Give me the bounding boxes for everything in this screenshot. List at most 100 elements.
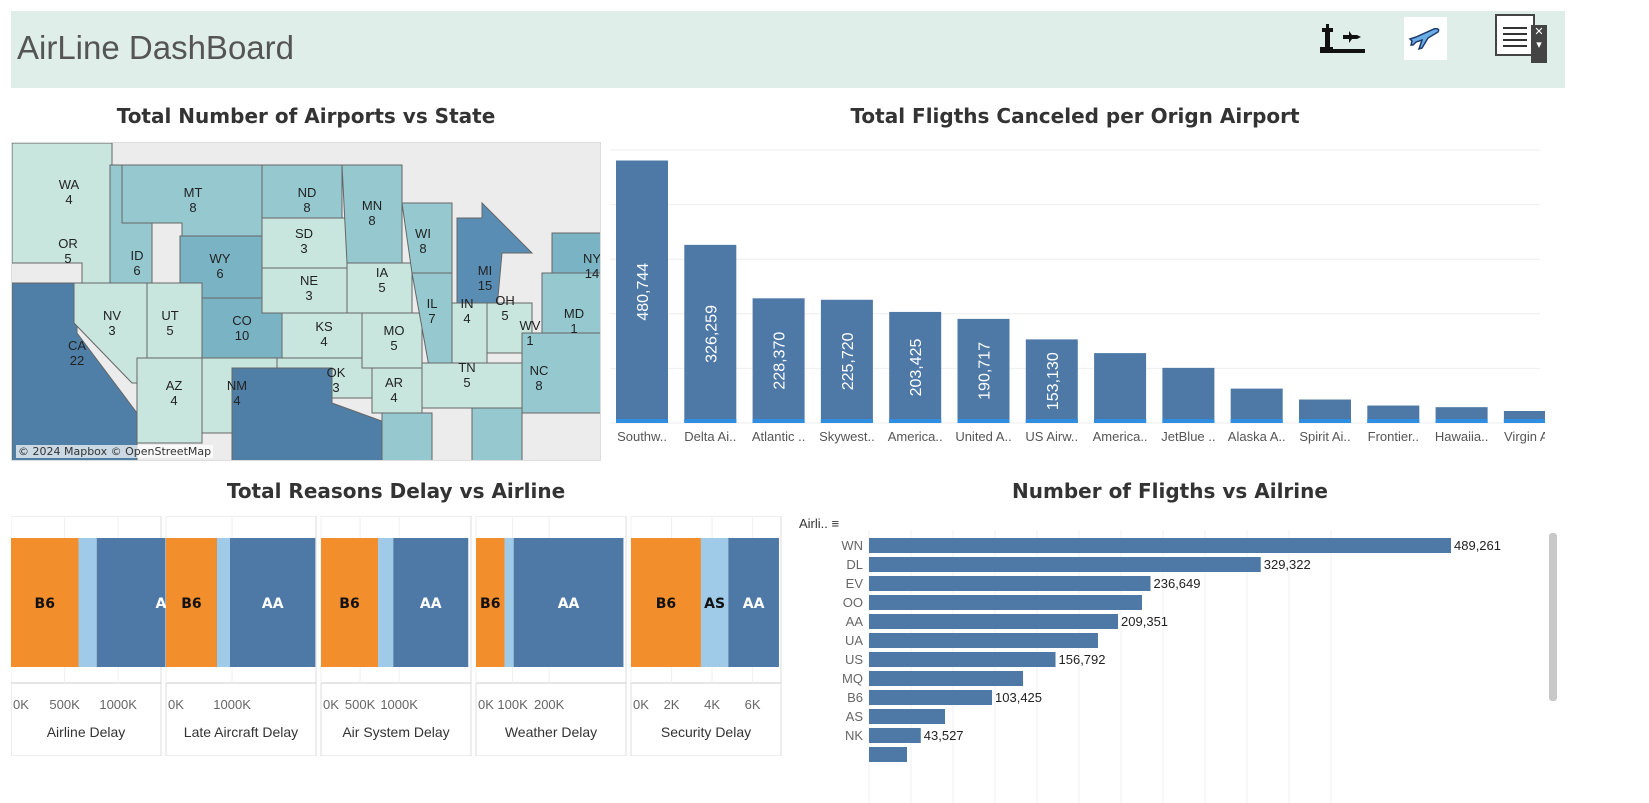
state-label-co[interactable]: CO 10 xyxy=(232,313,252,343)
state-value: 8 xyxy=(189,200,197,215)
state-label-mt[interactable]: MT 8 xyxy=(184,185,203,215)
bar-b6[interactable] xyxy=(869,690,993,705)
y-tick-label: DL xyxy=(846,557,863,572)
segment-b6[interactable] xyxy=(321,538,379,667)
segment-other[interactable] xyxy=(378,538,394,667)
bar-us[interactable] xyxy=(869,652,1056,667)
state-label-wi[interactable]: WI 8 xyxy=(415,226,431,256)
data-label: 236,649 xyxy=(1154,576,1201,591)
data-label: 209,351 xyxy=(1121,614,1168,629)
segment-other[interactable] xyxy=(504,538,514,667)
bar-3[interactable] xyxy=(820,299,873,423)
state-label-wy[interactable]: WY 6 xyxy=(210,251,231,281)
sort-icon[interactable]: ≡ xyxy=(831,516,840,531)
x-tick-label: Hawaiia.. xyxy=(1435,429,1488,444)
state-label-or[interactable]: OR 5 xyxy=(58,236,78,266)
airline-axis-header[interactable]: Airli.. ≡ xyxy=(799,516,839,531)
panel-xlabel: Airline Delay xyxy=(47,724,126,740)
x-tick-label: 2K xyxy=(664,697,680,712)
bar-2[interactable] xyxy=(752,298,805,423)
bar-nk[interactable] xyxy=(869,728,921,743)
state-label-md[interactable]: MD 1 xyxy=(564,306,584,336)
bar-8[interactable] xyxy=(1162,367,1215,423)
bar-1[interactable] xyxy=(684,244,737,423)
segment-b6[interactable] xyxy=(166,538,217,667)
segment-aa[interactable] xyxy=(393,538,469,667)
x-tick-label: 0K xyxy=(168,697,184,712)
state-label-ok[interactable]: OK 3 xyxy=(327,365,346,395)
state-label-mi[interactable]: MI 15 xyxy=(478,263,492,293)
state-value: 3 xyxy=(108,323,116,338)
state-value: 5 xyxy=(390,338,398,353)
state-label-ne[interactable]: NE 3 xyxy=(300,273,318,303)
airplane-icon[interactable] xyxy=(1404,17,1447,60)
state-label-wa[interactable]: WA 4 xyxy=(59,177,79,207)
state-label-nv[interactable]: NV 3 xyxy=(103,308,121,338)
segment-other[interactable] xyxy=(78,538,97,667)
airports-map[interactable]: WA 4 OR 5 CA 22 ID 6 NV 3 MT 8 WY 6 UT 5 AZ 4 CO 10 NM 4 ND 8 SD… xyxy=(11,142,601,461)
segment-aa[interactable] xyxy=(230,538,316,667)
segment-b6[interactable] xyxy=(11,538,79,667)
state-label-ks[interactable]: KS 4 xyxy=(315,319,332,349)
state-label-nc[interactable]: NC 8 xyxy=(530,363,549,393)
state-label-wv[interactable]: WV 1 xyxy=(520,318,541,348)
bar-wn[interactable] xyxy=(869,538,1451,553)
segment-label: AA xyxy=(558,596,580,612)
bar-4[interactable] xyxy=(889,311,942,423)
state-code: UT xyxy=(161,308,179,323)
segment-aa[interactable] xyxy=(513,538,624,667)
segment-label: B6 xyxy=(339,596,359,612)
state-label-tn[interactable]: TN 5 xyxy=(458,360,475,390)
bar-oo[interactable] xyxy=(869,595,1143,610)
segment-other[interactable] xyxy=(216,538,231,667)
state-label-in[interactable]: IN 4 xyxy=(461,296,474,326)
state-label-il[interactable]: IL 7 xyxy=(427,296,438,326)
bar-base-7 xyxy=(1094,419,1147,423)
state-label-sd[interactable]: SD 3 xyxy=(295,226,313,256)
segment-b6[interactable] xyxy=(631,538,701,667)
bar-0[interactable] xyxy=(616,160,668,423)
close-icon[interactable]: ✕ ▾ xyxy=(1531,25,1547,63)
dashboard-title: AirLine DashBoard xyxy=(17,29,294,66)
state-code: IA xyxy=(375,265,389,280)
flights-bar-chart: WN 489,261 DL 329,322 EV 236,649 OO AA 209,351 UA… xyxy=(841,530,1501,803)
state-label-ut[interactable]: UT 5 xyxy=(161,308,178,338)
state-label-id[interactable]: ID 6 xyxy=(131,248,144,278)
segment-b6[interactable] xyxy=(476,538,505,667)
state-label-ar[interactable]: AR 4 xyxy=(385,375,403,405)
state-label-ca[interactable]: CA 22 xyxy=(68,338,86,368)
bar-aa[interactable] xyxy=(869,614,1119,629)
state-label-oh[interactable]: OH 5 xyxy=(495,293,515,323)
state-label-nd[interactable]: ND 8 xyxy=(298,185,317,215)
bar-ev[interactable] xyxy=(869,576,1151,591)
data-label: 326,259 xyxy=(703,305,720,363)
bar-10[interactable] xyxy=(1299,399,1351,423)
state-label-ny[interactable]: NY 14 xyxy=(583,251,600,281)
state-value: 8 xyxy=(535,378,543,393)
bar-11[interactable] xyxy=(1367,405,1420,423)
segment-as[interactable] xyxy=(700,538,729,667)
state-label-az[interactable]: AZ 4 xyxy=(166,378,183,408)
bar-5[interactable] xyxy=(957,318,1010,423)
vertical-scrollbar[interactable] xyxy=(1549,533,1557,701)
bar-9[interactable] xyxy=(1230,388,1283,423)
bar-7[interactable] xyxy=(1094,353,1147,423)
bar-as[interactable] xyxy=(869,709,946,724)
x-tick-label: Southw.. xyxy=(617,429,667,444)
bar-6[interactable] xyxy=(1025,339,1078,423)
state-label-mn[interactable]: MN 8 xyxy=(362,198,382,228)
state-code: MT xyxy=(183,185,203,200)
menu-list-icon[interactable] xyxy=(1495,14,1535,56)
x-tick-label: 200K xyxy=(534,697,565,712)
bar-dl[interactable] xyxy=(869,557,1261,572)
state-label-mo[interactable]: MO 5 xyxy=(384,323,405,353)
segment-aa[interactable] xyxy=(728,538,779,667)
panel-xlabel: Air System Delay xyxy=(342,724,449,740)
bar-mq[interactable] xyxy=(869,671,1024,686)
state-label-nm[interactable]: NM 4 xyxy=(227,378,247,408)
state-label-ia[interactable]: IA 5 xyxy=(376,265,388,295)
state-code: ID xyxy=(130,248,144,263)
bar-ua[interactable] xyxy=(869,633,1098,648)
data-label: 190,717 xyxy=(977,342,994,400)
state-az xyxy=(136,357,203,444)
